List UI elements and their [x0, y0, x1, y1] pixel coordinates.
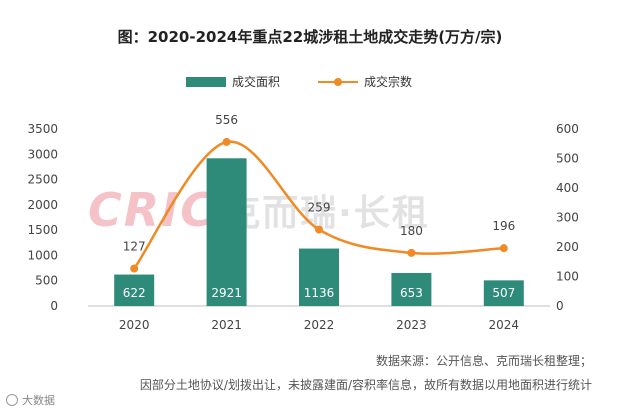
line-series	[133, 140, 504, 270]
x-tick-label: 2020	[119, 318, 150, 332]
line-value-label: 259	[308, 201, 331, 215]
line-point	[130, 264, 139, 273]
bar-value-labels: 622 2921 1136 653 507	[123, 286, 516, 300]
right-tick-label: 100	[556, 270, 579, 284]
bar	[114, 274, 155, 306]
legend-label-area: 成交面积	[232, 75, 281, 89]
chart-title: 图：2020-2024年重点22城涉租土地成交走势(万方/宗)	[117, 28, 503, 46]
bar	[483, 280, 524, 306]
legend-item-count: 成交宗数	[318, 73, 412, 90]
x-tick-label: 2021	[211, 318, 242, 332]
corner-tag: 大数据	[6, 392, 55, 408]
line-point	[222, 137, 231, 146]
bar-series	[114, 158, 524, 306]
left-tick-label: 500	[35, 274, 58, 288]
legend-swatch-line	[318, 77, 358, 87]
bar	[206, 158, 247, 306]
right-tick-label: 500	[556, 152, 579, 166]
right-tick-label: 200	[556, 240, 579, 254]
x-tick-label: 2024	[489, 318, 520, 332]
x-tick-label: 2023	[396, 318, 427, 332]
line-value-labels: 127 556 259 180 196	[123, 113, 516, 254]
line-points	[130, 137, 508, 273]
bar-value-label: 653	[400, 286, 423, 300]
bar-value-label: 2921	[211, 286, 242, 300]
legend-item-area: 成交面积	[186, 73, 280, 90]
chart-legend: 成交面积 成交宗数	[0, 73, 620, 91]
bar-value-label: 1136	[304, 286, 335, 300]
right-tick-label: 0	[556, 299, 564, 313]
bar-value-label: 622	[123, 286, 146, 300]
left-tick-label: 2500	[27, 173, 58, 187]
line-point	[315, 225, 323, 234]
line-point	[499, 244, 508, 253]
bar-value-label: 507	[492, 286, 515, 300]
corner-tag-text: 大数据	[22, 394, 55, 407]
left-tick-label: 1000	[27, 248, 58, 262]
bar	[391, 272, 432, 306]
bar	[299, 248, 339, 306]
right-tick-label: 400	[556, 181, 579, 195]
left-tick-label: 2000	[27, 198, 58, 212]
left-tick-label: 3000	[27, 147, 58, 161]
left-axis-ticks: 0 500 1000 1500 2000 2500 3000 3500	[27, 122, 58, 313]
left-tick-label: 3500	[27, 122, 58, 136]
right-tick-label: 300	[556, 211, 579, 225]
line-value-label: 127	[123, 240, 146, 254]
data-source: 数据来源：公开信息、克而瑞长租整理；	[375, 354, 592, 368]
right-axis-ticks: 0 100 200 300 400 500 600	[556, 122, 579, 313]
right-tick-label: 600	[556, 122, 579, 136]
legend-swatch-bar	[186, 76, 226, 87]
line-value-label: 180	[400, 224, 423, 238]
x-axis-ticks: 2020 2021 2022 2023 2024	[119, 318, 519, 332]
left-tick-label: 0	[50, 299, 58, 313]
footnote: 因部分土地协议/划拨出让，未披露建面/容积率信息，故所有数据以用地面积进行统计	[139, 378, 592, 392]
chat-bubble-icon	[6, 394, 18, 406]
left-tick-label: 1500	[27, 223, 58, 237]
x-tick-label: 2022	[304, 318, 335, 332]
line-value-label: 196	[492, 219, 515, 233]
legend-label-count: 成交宗数	[364, 75, 413, 89]
line-value-label: 556	[215, 113, 238, 127]
line-point	[407, 248, 416, 257]
